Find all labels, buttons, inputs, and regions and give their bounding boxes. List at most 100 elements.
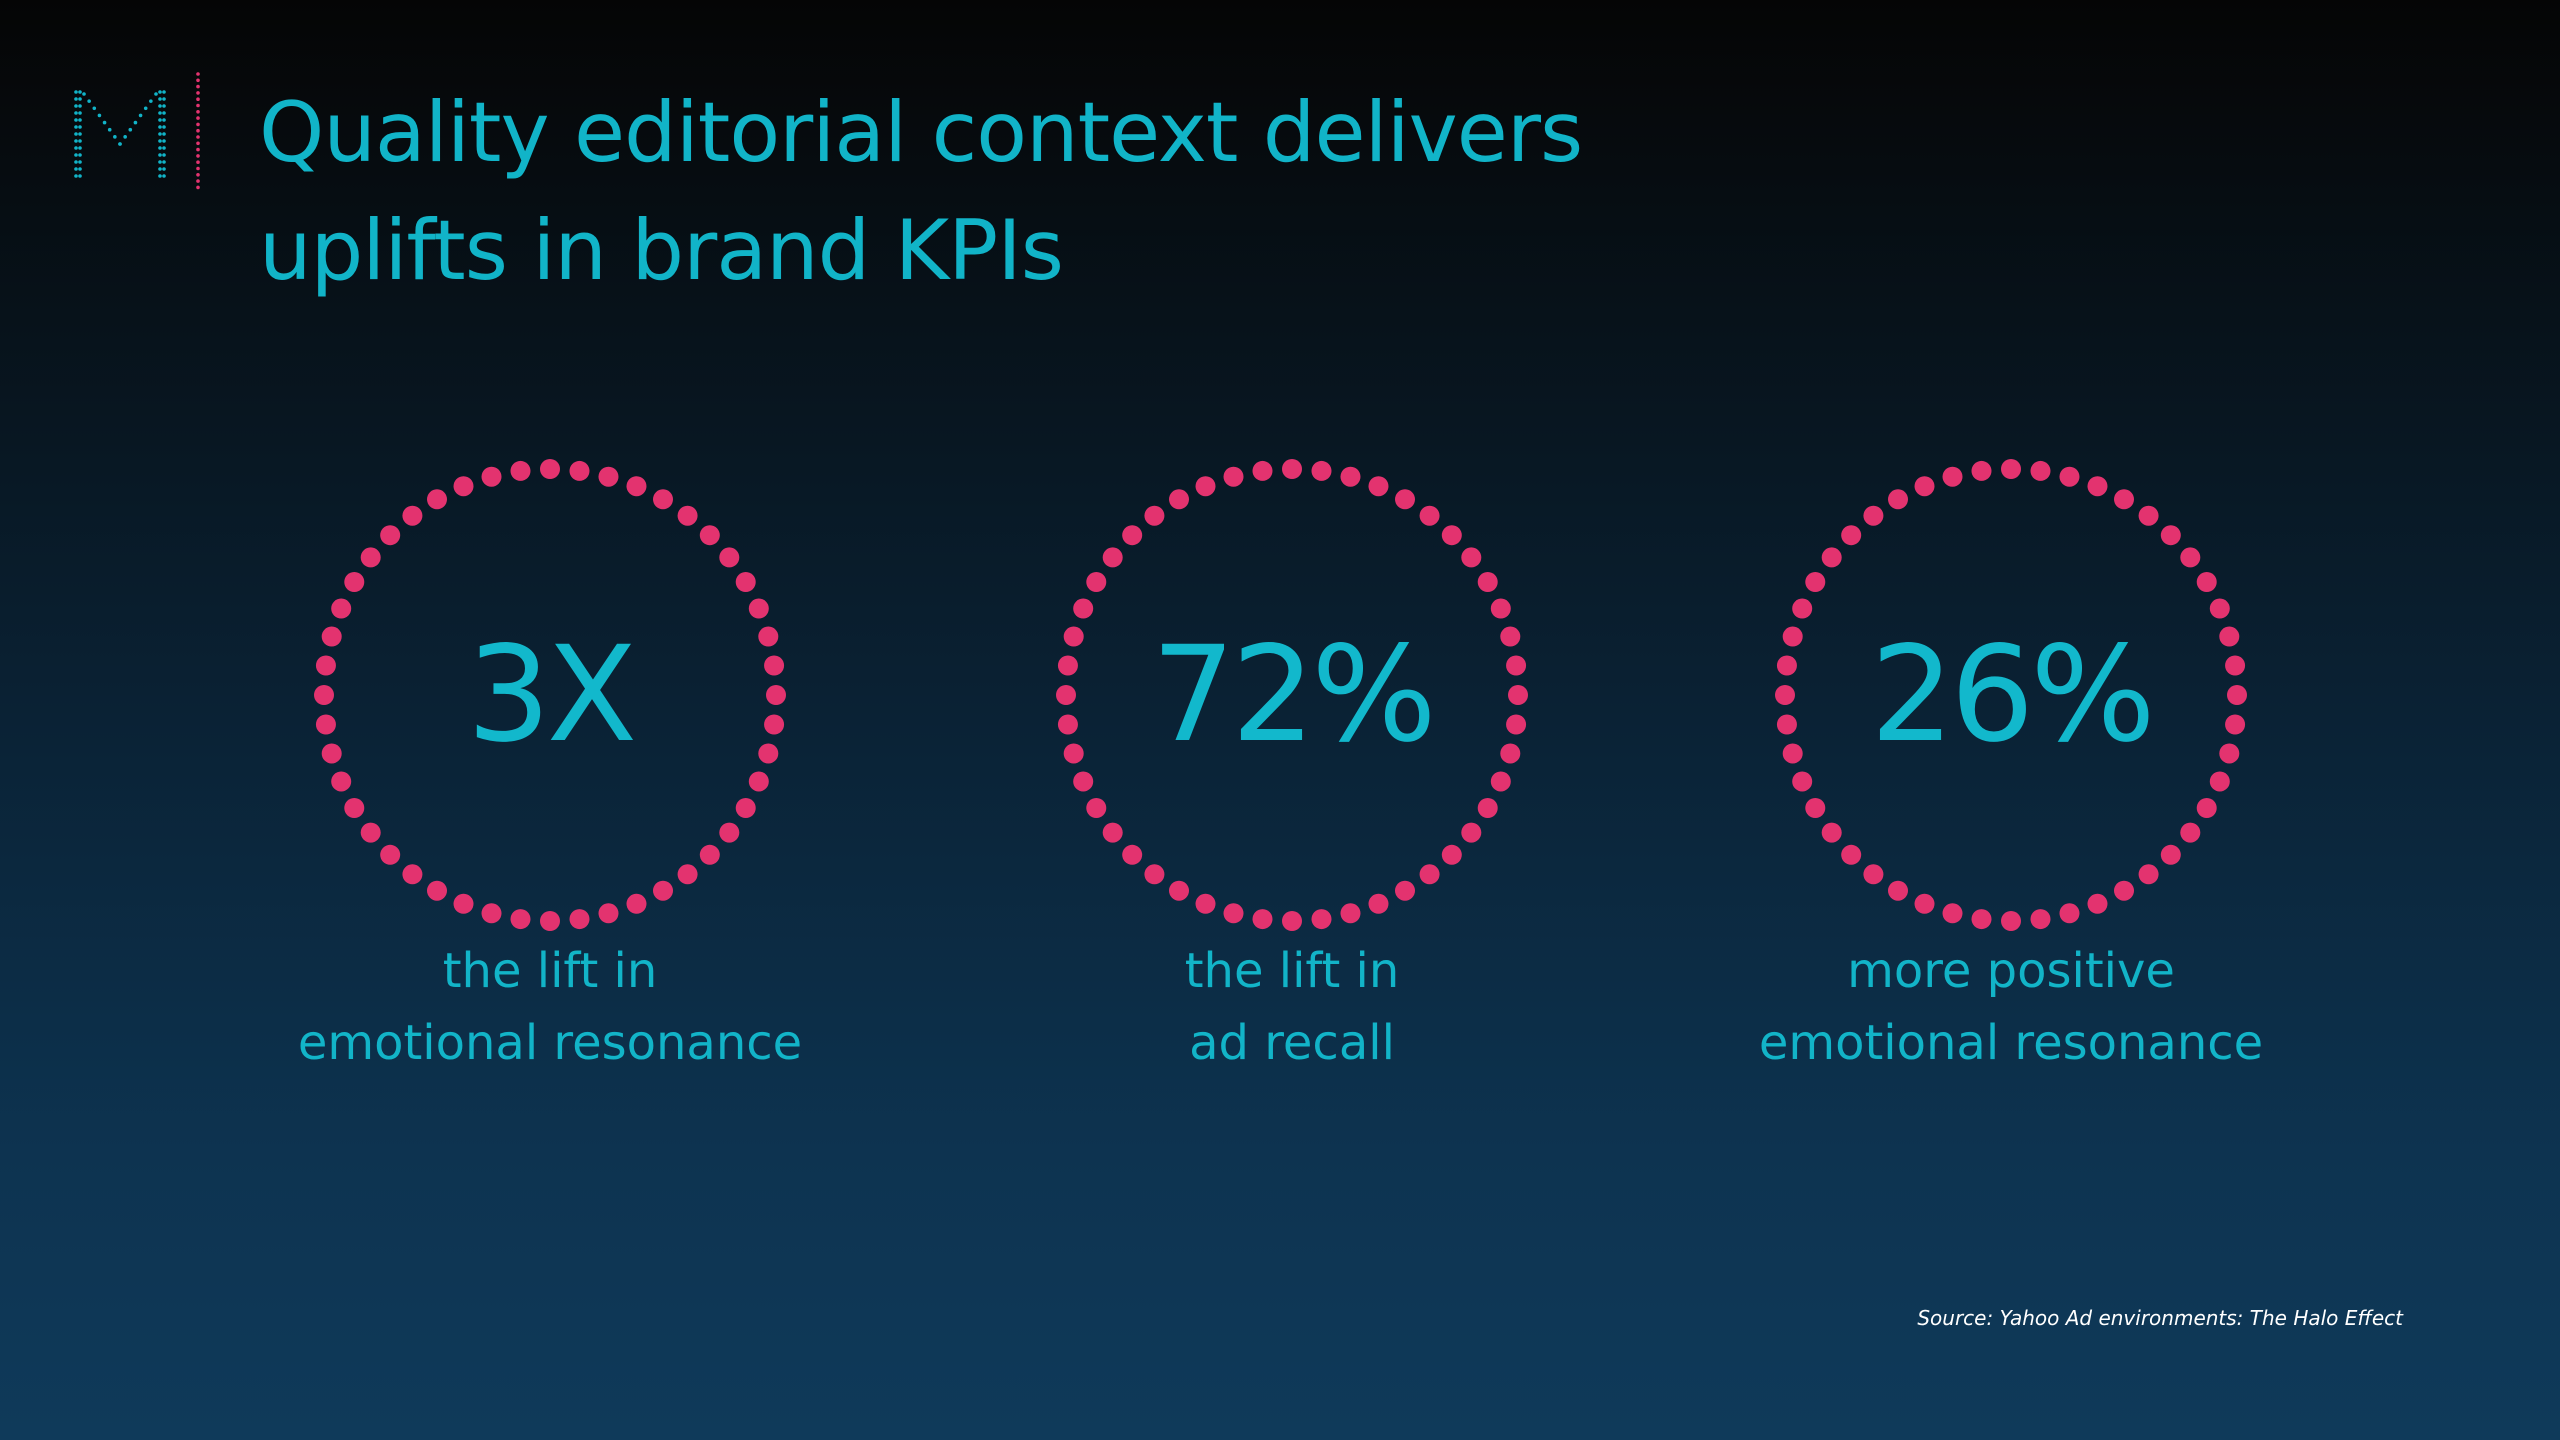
ring-dot (1863, 864, 1884, 885)
stat-positive-emotional-resonance: 26% more positive emotional resonance (1731, 455, 2291, 1079)
ring-dot (1821, 547, 1842, 568)
ring-dot (1368, 893, 1389, 914)
stat-caption-line-2: ad recall (1189, 1015, 1395, 1071)
logo-dot (158, 90, 162, 94)
ring-dot (360, 822, 381, 843)
stat-caption-line-2: emotional resonance (1758, 1015, 2264, 1071)
ring-dot (1776, 655, 1797, 676)
logo-dot (154, 92, 158, 96)
ring-dot (1419, 505, 1440, 526)
ring-dot (453, 476, 474, 497)
logo-dot (74, 167, 78, 171)
ring-dot (540, 459, 560, 479)
ring-dot (1508, 685, 1528, 705)
logo-dot (87, 99, 91, 103)
ring-dot (315, 714, 336, 735)
logo-dot (162, 139, 166, 143)
logo-dot (162, 153, 166, 157)
stat-ring: 26% (1771, 455, 2251, 935)
ring-dot (1144, 505, 1165, 526)
ring-dot (1122, 525, 1143, 546)
ring-dot (735, 798, 756, 818)
logo-dot (102, 120, 107, 125)
ring-dot (1477, 798, 1498, 818)
ring-dot (1500, 743, 1521, 764)
ring-dot (1888, 489, 1908, 510)
ring-dot (1395, 489, 1415, 510)
stat-caption-line-1: the lift in (442, 943, 658, 999)
ring-dot (331, 771, 352, 792)
ring-dot (540, 911, 560, 931)
divider-dot (196, 72, 200, 76)
ring-dot (1282, 911, 1302, 931)
ring-dot (1490, 598, 1511, 619)
ring-dot (481, 903, 502, 924)
logo-dot (74, 153, 78, 157)
logo-dot (107, 127, 112, 132)
ring-dot (2114, 880, 2134, 901)
ring-dot (1782, 743, 1803, 764)
ring-dot (653, 489, 673, 510)
logo-dot (74, 132, 78, 136)
ring-dot (1971, 909, 1992, 930)
ring-dot (2180, 547, 2201, 568)
ring-dot (766, 685, 786, 705)
ring-dot (1056, 685, 1076, 705)
logo-dot (123, 135, 127, 139)
logo-dot (162, 125, 166, 129)
logo-dot (158, 160, 162, 164)
divider-dot (196, 91, 200, 95)
logo-dot (78, 132, 82, 136)
logo-dot (78, 160, 82, 164)
divider-dot (196, 110, 200, 114)
divider-dot (196, 84, 200, 89)
logo (72, 72, 212, 192)
title-line-2: uplifts in brand KPIs (259, 202, 1064, 299)
ring-dot (321, 626, 342, 647)
ring-dot (481, 466, 502, 487)
ring-dot (758, 743, 779, 764)
ring-dot (1792, 598, 1813, 619)
ring-dot (1805, 798, 1826, 818)
stat-caption-line-1: more positive (1847, 943, 2175, 999)
ring-dot (1340, 466, 1361, 487)
ring-dot (1063, 626, 1084, 647)
ring-dot (598, 466, 619, 487)
ring-dot (1195, 476, 1216, 497)
divider-dot (196, 147, 200, 152)
logo-dot (78, 167, 82, 171)
ring-dot (360, 547, 381, 568)
stat-ad-recall: 72% the lift in ad recall (1012, 455, 1572, 1079)
divider-dot (196, 179, 200, 183)
stat-caption: the lift in ad recall (1012, 935, 1572, 1079)
logo-dot (158, 146, 162, 150)
ring-dot (1942, 466, 1963, 487)
ring-dot (380, 525, 401, 546)
ring-dot (699, 525, 720, 546)
ring-dot (2225, 655, 2246, 676)
source-note: Source: Yahoo Ad environments: The Halo … (1917, 1306, 2403, 1330)
logo-dot (74, 139, 78, 143)
ring-dot (735, 572, 756, 592)
ring-dot (719, 822, 740, 843)
stat-caption-line-2: emotional resonance (297, 1015, 803, 1071)
logo-dot (92, 106, 97, 111)
divider-dot (196, 97, 200, 101)
divider-dot (196, 122, 200, 127)
logo-dot (162, 90, 166, 94)
logo-dot (158, 125, 162, 129)
ring-dot (1888, 880, 1908, 901)
logo-dot (162, 118, 166, 122)
ring-dot (1863, 505, 1884, 526)
ring-dot (2225, 714, 2246, 735)
ring-dot (719, 547, 740, 568)
ring-dot (653, 880, 673, 901)
logo-dot (158, 132, 162, 136)
ring-dot (2059, 903, 2080, 924)
logo-dot (158, 174, 162, 178)
ring-dot (2087, 893, 2108, 914)
ring-dot (2138, 864, 2159, 885)
logo-dot (138, 113, 143, 118)
divider-dot (196, 78, 200, 83)
logo-dot (158, 118, 162, 122)
